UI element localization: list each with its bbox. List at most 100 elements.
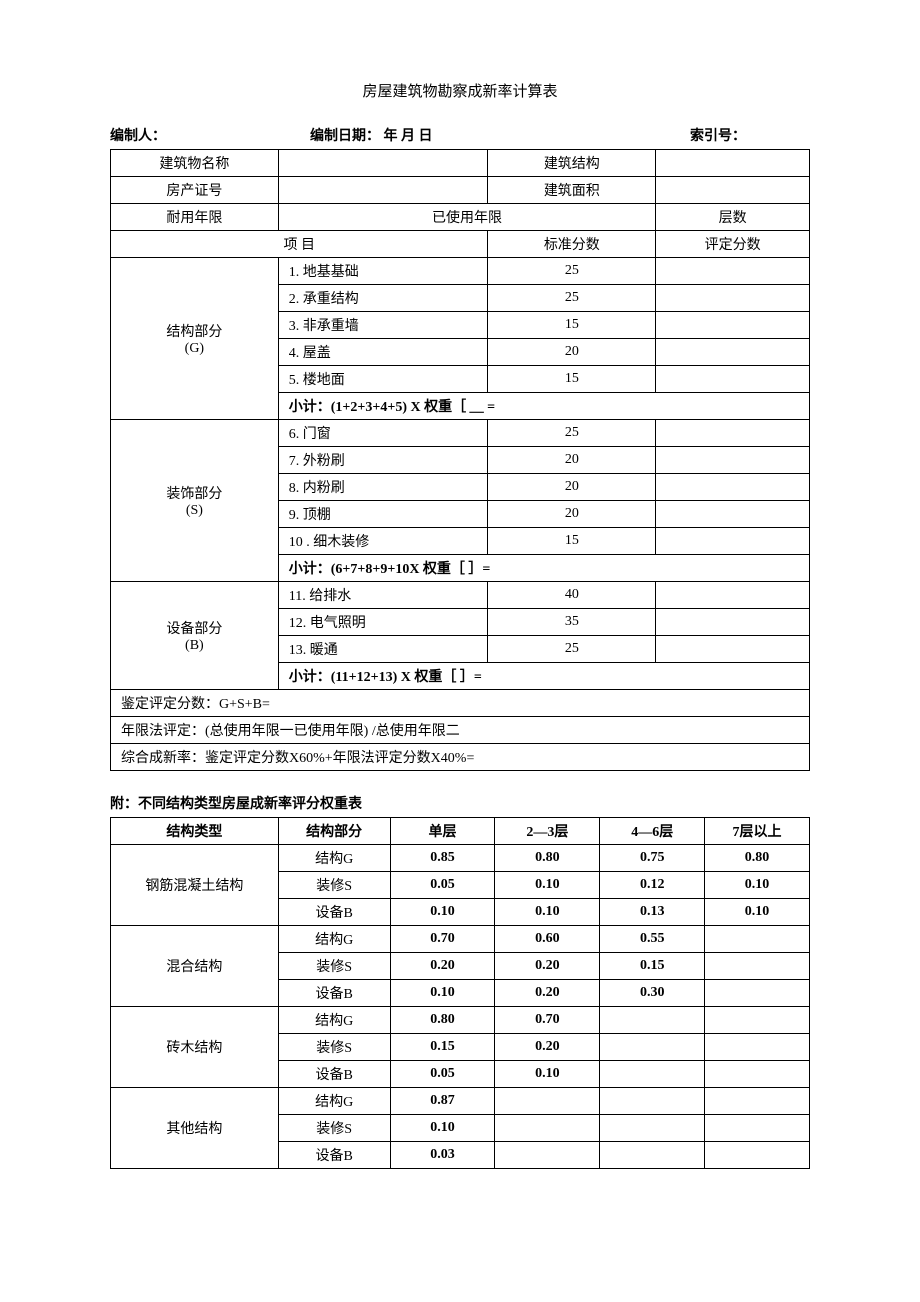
b-row-label: 12. 电气照明	[278, 609, 488, 636]
section-b: 设备部分 (B)	[111, 582, 279, 690]
attach-title: 附：不同结构类型房屋成新率评分权重表	[110, 793, 810, 813]
weight-value	[600, 1034, 705, 1061]
weight-value: 0.85	[390, 845, 495, 872]
weight-value: 0.10	[495, 1061, 600, 1088]
part-name: 设备B	[278, 1061, 390, 1088]
weight-value: 0.20	[495, 953, 600, 980]
group-name: 砖木结构	[111, 1007, 279, 1088]
b-row-eval	[656, 609, 810, 636]
meta-author: 编制人：	[110, 125, 310, 145]
table-row: 结构类型 结构部分 单层 2—3层 4—6层 7层以上	[111, 818, 810, 845]
weight-value: 0.05	[390, 1061, 495, 1088]
part-name: 设备B	[278, 1142, 390, 1169]
table-row: 建筑物名称 建筑结构	[111, 150, 810, 177]
weight-value: 0.70	[390, 926, 495, 953]
weight-value	[495, 1088, 600, 1115]
part-name: 设备B	[278, 980, 390, 1007]
section-b-name: 设备部分	[166, 622, 222, 637]
weight-value	[600, 1088, 705, 1115]
group-name: 钢筋混凝土结构	[111, 845, 279, 926]
part-name: 结构G	[278, 926, 390, 953]
weight-value	[705, 953, 810, 980]
h-c4: 7层以上	[705, 818, 810, 845]
g-row-eval	[656, 339, 810, 366]
label-cert: 房产证号	[111, 177, 279, 204]
weight-value: 0.10	[495, 872, 600, 899]
weight-value	[495, 1115, 600, 1142]
group-name: 其他结构	[111, 1088, 279, 1169]
b-row-std: 40	[488, 582, 656, 609]
s-row-label: 9. 顶棚	[278, 501, 488, 528]
g-row-std: 15	[488, 366, 656, 393]
footer-composite: 综合成新率：鉴定评定分数X60%+年限法评定分数X40%=	[111, 744, 810, 771]
g-row-label: 4. 屋盖	[278, 339, 488, 366]
table-row: 年限法评定：(总使用年限一已使用年限) /总使用年限二	[111, 717, 810, 744]
table-row: 混合结构结构G0.700.600.55	[111, 926, 810, 953]
weight-value: 0.20	[495, 1034, 600, 1061]
header-item: 项 目	[111, 231, 488, 258]
table-row: 鉴定评定分数：G+S+B=	[111, 690, 810, 717]
h-c1: 单层	[390, 818, 495, 845]
g-row-eval	[656, 285, 810, 312]
g-subtotal: 小计：(1+2+3+4+5) X 权重［ ＿ =	[278, 393, 809, 420]
weight-value	[600, 1061, 705, 1088]
weight-value: 0.10	[705, 899, 810, 926]
s-row-eval	[656, 474, 810, 501]
part-name: 结构G	[278, 1088, 390, 1115]
g-row-eval	[656, 366, 810, 393]
label-building-name: 建筑物名称	[111, 150, 279, 177]
h-c3: 4—6层	[600, 818, 705, 845]
table-row: 装饰部分 (S) 6. 门窗 25	[111, 420, 810, 447]
g-row-label: 5. 楼地面	[278, 366, 488, 393]
weight-value: 0.60	[495, 926, 600, 953]
page-title: 房屋建筑物勘察成新率计算表	[110, 80, 810, 101]
header-std: 标准分数	[488, 231, 656, 258]
header-eval: 评定分数	[656, 231, 810, 258]
h-c2: 2—3层	[495, 818, 600, 845]
section-g-code: (G)	[185, 341, 204, 356]
weight-value	[600, 1142, 705, 1169]
part-name: 装修S	[278, 1034, 390, 1061]
b-row-std: 25	[488, 636, 656, 663]
weight-value: 0.80	[495, 845, 600, 872]
b-row-label: 13. 暖通	[278, 636, 488, 663]
weight-value	[600, 1115, 705, 1142]
b-row-std: 35	[488, 609, 656, 636]
weight-value: 0.87	[390, 1088, 495, 1115]
s-row-eval	[656, 420, 810, 447]
s-row-label: 8. 内粉刷	[278, 474, 488, 501]
section-g: 结构部分 (G)	[111, 258, 279, 420]
weight-value: 0.10	[390, 899, 495, 926]
part-name: 装修S	[278, 953, 390, 980]
weight-value: 0.70	[495, 1007, 600, 1034]
weight-value: 0.05	[390, 872, 495, 899]
group-name: 混合结构	[111, 926, 279, 1007]
part-name: 结构G	[278, 845, 390, 872]
table-row: 其他结构结构G0.87	[111, 1088, 810, 1115]
g-row-label: 3. 非承重墙	[278, 312, 488, 339]
s-row-std: 25	[488, 420, 656, 447]
part-name: 设备B	[278, 899, 390, 926]
g-row-eval	[656, 312, 810, 339]
table-row: 设备部分 (B) 11. 给排水 40	[111, 582, 810, 609]
part-name: 装修S	[278, 1115, 390, 1142]
g-row-std: 25	[488, 258, 656, 285]
meta-row: 编制人： 编制日期： 年 月 日 索引号：	[110, 125, 810, 145]
s-row-label: 7. 外粉刷	[278, 447, 488, 474]
weight-value: 0.10	[495, 899, 600, 926]
weight-value	[705, 926, 810, 953]
section-b-code: (B)	[185, 638, 204, 653]
weight-value	[600, 1007, 705, 1034]
value-area	[656, 177, 810, 204]
s-row-std: 20	[488, 501, 656, 528]
table-row: 综合成新率：鉴定评定分数X60%+年限法评定分数X40%=	[111, 744, 810, 771]
main-table: 建筑物名称 建筑结构 房产证号 建筑面积 耐用年限 已使用年限 层数 项 目 标…	[110, 149, 810, 771]
s-row-eval	[656, 501, 810, 528]
weight-value: 0.15	[390, 1034, 495, 1061]
label-area: 建筑面积	[488, 177, 656, 204]
weight-value: 0.20	[495, 980, 600, 1007]
g-row-eval	[656, 258, 810, 285]
weight-value: 0.75	[600, 845, 705, 872]
s-row-eval	[656, 447, 810, 474]
s-subtotal: 小计：(6+7+8+9+10X 权重［ ］=	[278, 555, 809, 582]
